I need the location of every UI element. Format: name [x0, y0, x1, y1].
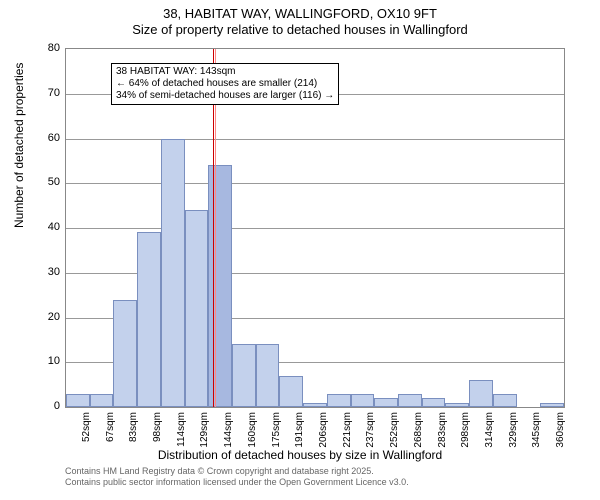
x-tick-label: 298sqm	[460, 412, 471, 448]
y-tick-label: 70	[30, 87, 60, 99]
annotation-line2: ← 64% of detached houses are smaller (21…	[116, 78, 334, 90]
y-tick-label: 10	[30, 355, 60, 367]
y-tick-label: 40	[30, 221, 60, 233]
y-tick-label: 50	[30, 176, 60, 188]
y-tick-label: 0	[30, 400, 60, 412]
histogram-bar	[540, 403, 564, 407]
x-tick-label: 129sqm	[199, 412, 210, 448]
footer-line1: Contains HM Land Registry data © Crown c…	[65, 466, 409, 477]
grid-line	[66, 183, 564, 184]
histogram-bar	[256, 344, 280, 407]
y-tick-label: 20	[30, 311, 60, 323]
title-line2: Size of property relative to detached ho…	[0, 22, 600, 38]
histogram-bar	[327, 394, 351, 407]
x-tick-label: 237sqm	[365, 412, 376, 448]
chart-title: 38, HABITAT WAY, WALLINGFORD, OX10 9FT S…	[0, 6, 600, 37]
y-axis-label: Number of detached properties	[12, 63, 26, 228]
histogram-bar	[374, 398, 398, 407]
histogram-bar	[185, 210, 209, 407]
x-tick-label: 345sqm	[531, 412, 542, 448]
footer-attribution: Contains HM Land Registry data © Crown c…	[65, 466, 409, 488]
chart-container: 38, HABITAT WAY, WALLINGFORD, OX10 9FT S…	[0, 0, 600, 500]
histogram-bar	[303, 403, 327, 407]
x-axis-label: Distribution of detached houses by size …	[0, 448, 600, 462]
grid-line	[66, 139, 564, 140]
histogram-bar	[113, 300, 137, 407]
x-tick-label: 52sqm	[81, 412, 92, 442]
x-tick-label: 83sqm	[128, 412, 139, 442]
histogram-bar	[398, 394, 422, 407]
annotation-line1: 38 HABITAT WAY: 143sqm	[116, 66, 334, 78]
annotation-box: 38 HABITAT WAY: 143sqm← 64% of detached …	[111, 63, 339, 105]
x-tick-label: 360sqm	[555, 412, 566, 448]
x-tick-label: 67sqm	[105, 412, 116, 442]
histogram-bar	[351, 394, 375, 407]
x-tick-label: 268sqm	[413, 412, 424, 448]
x-tick-label: 144sqm	[223, 412, 234, 448]
histogram-bar	[90, 394, 114, 407]
title-line1: 38, HABITAT WAY, WALLINGFORD, OX10 9FT	[0, 6, 600, 22]
x-tick-label: 283sqm	[437, 412, 448, 448]
grid-line	[66, 228, 564, 229]
x-tick-label: 114sqm	[176, 412, 187, 447]
histogram-bar	[208, 165, 232, 407]
histogram-bar	[232, 344, 256, 407]
plot-area: 38 HABITAT WAY: 143sqm← 64% of detached …	[65, 48, 565, 408]
histogram-bar	[422, 398, 446, 407]
x-tick-label: 314sqm	[484, 412, 495, 448]
footer-line2: Contains public sector information licen…	[65, 477, 409, 488]
annotation-line3: 34% of semi-detached houses are larger (…	[116, 90, 334, 102]
x-tick-label: 175sqm	[271, 412, 282, 448]
histogram-bar	[445, 403, 469, 407]
x-tick-label: 329sqm	[508, 412, 519, 448]
histogram-bar	[279, 376, 303, 407]
x-tick-label: 206sqm	[318, 412, 329, 448]
histogram-bar	[161, 139, 185, 408]
x-tick-label: 252sqm	[389, 412, 400, 448]
histogram-bar	[469, 380, 493, 407]
histogram-bar	[137, 232, 161, 407]
x-tick-label: 98sqm	[152, 412, 163, 442]
x-tick-label: 221sqm	[342, 412, 353, 448]
y-tick-label: 30	[30, 266, 60, 278]
histogram-bar	[493, 394, 517, 407]
y-tick-label: 80	[30, 42, 60, 54]
histogram-bar	[66, 394, 90, 407]
x-tick-label: 191sqm	[294, 412, 305, 448]
x-tick-label: 160sqm	[247, 412, 258, 448]
y-tick-label: 60	[30, 132, 60, 144]
